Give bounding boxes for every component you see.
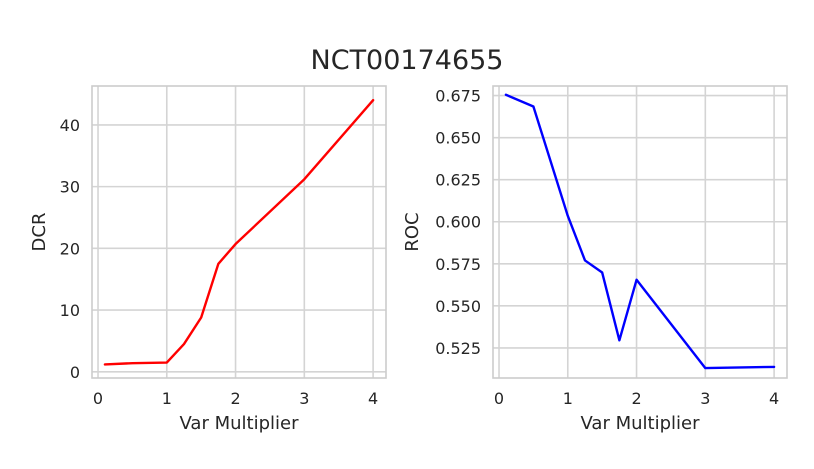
y-tick-label: 0.575 xyxy=(435,255,481,274)
series-line xyxy=(103,98,375,366)
y-axis-label: DCR xyxy=(29,213,50,252)
subplot-2: 0 1 2 3 4 0.525 0.550 0.575 0.600 0.625 0.650 0.675… xyxy=(402,85,788,434)
y-tick-label: 0.675 xyxy=(435,87,481,106)
x-tick-label: 0 xyxy=(93,389,103,408)
x-tick-label: 1 xyxy=(162,389,172,408)
x-tick-label: 2 xyxy=(631,389,641,408)
y-tick-label: 0 xyxy=(70,363,80,382)
y-tick-label: 0.600 xyxy=(435,213,481,232)
x-tick-label: 0 xyxy=(494,389,504,408)
figure-title: NCT00174655 xyxy=(311,45,504,76)
y-tick-label: 0.650 xyxy=(435,129,481,148)
y-tick-label: 20 xyxy=(60,239,80,258)
series-line xyxy=(504,93,776,370)
y-axis-label: ROC xyxy=(402,212,423,251)
y-tick-label: 0.625 xyxy=(435,171,481,190)
x-tick-label: 3 xyxy=(299,389,309,408)
y-tick-label: 0.550 xyxy=(435,297,481,316)
x-tick-label: 4 xyxy=(368,389,378,408)
y-tick-label: 0.525 xyxy=(435,339,481,358)
x-axis-label: Var Multiplier xyxy=(180,413,300,434)
plot-frame xyxy=(492,85,788,379)
x-tick-label: 4 xyxy=(769,389,779,408)
x-axis-label: Var Multiplier xyxy=(581,413,701,434)
y-tick-label: 30 xyxy=(60,178,80,197)
y-tick-label: 10 xyxy=(60,301,80,320)
x-tick-label: 1 xyxy=(563,389,573,408)
plot-frame xyxy=(91,85,387,379)
y-tick-label: 40 xyxy=(60,116,80,135)
x-tick-label: 2 xyxy=(230,389,240,408)
x-tick-label: 3 xyxy=(700,389,710,408)
